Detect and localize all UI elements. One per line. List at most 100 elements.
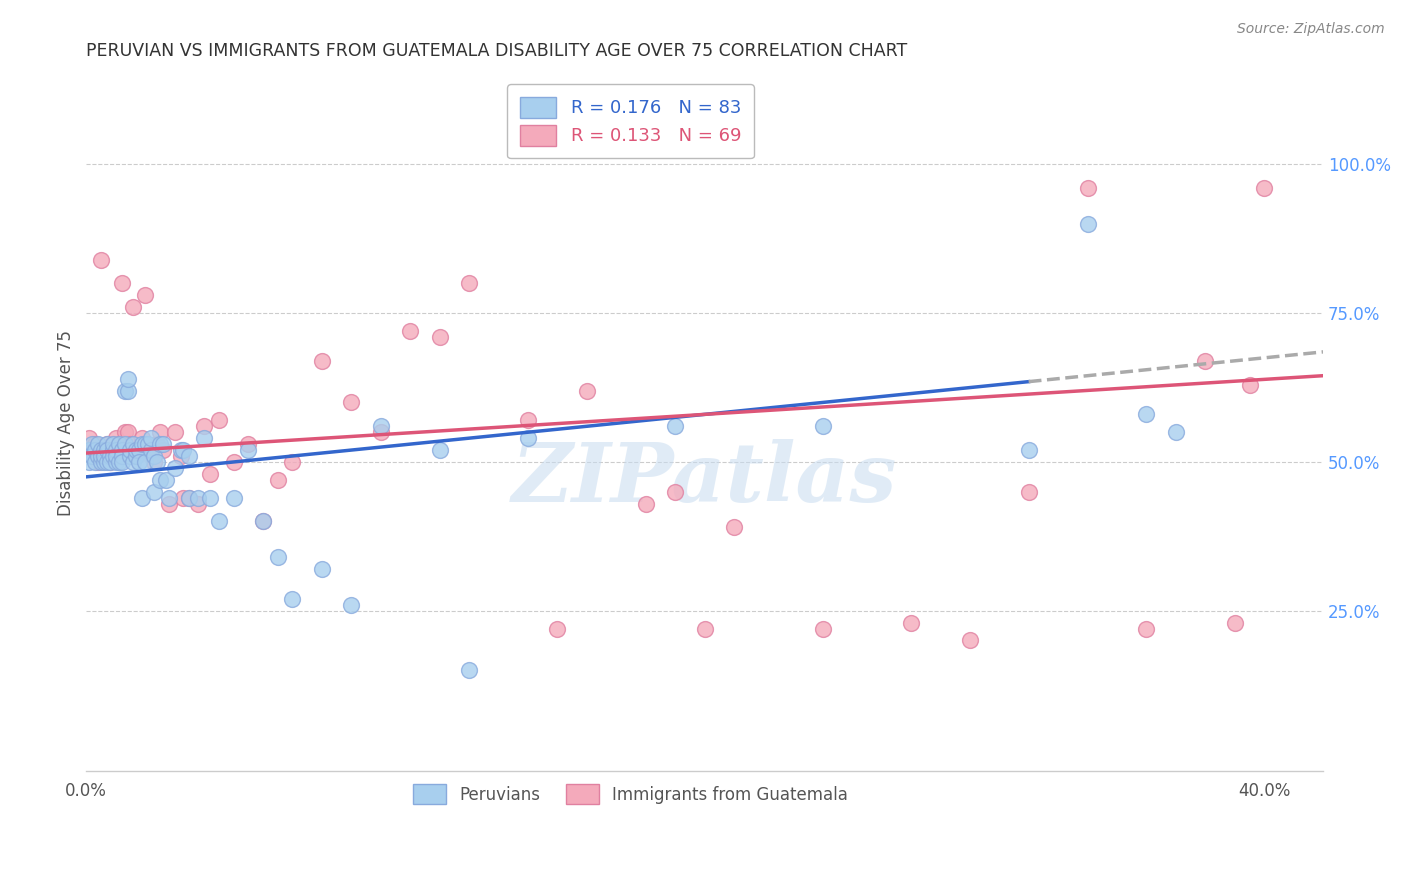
Point [198,491,221,505]
Point [139,449,162,463]
Point [104,455,127,469]
Point [1194,354,1216,368]
Point [122,437,145,451]
Point [96,455,118,469]
Point [131,491,153,505]
Point [198,467,221,481]
Point [149,425,172,440]
Point [179,491,201,505]
Point [1164,425,1187,440]
Point [114,437,136,451]
Point [723,520,745,534]
Point [143,449,166,463]
Point [136,437,159,451]
Legend: Peruvians, Immigrants from Guatemala: Peruvians, Immigrants from Guatemala [401,772,860,815]
Point [222,491,245,505]
Point [208,413,231,427]
Point [179,449,201,463]
Point [114,384,136,398]
Point [101,443,124,458]
Point [370,419,392,434]
Point [90,455,112,469]
Point [664,484,686,499]
Text: ZIPatlas: ZIPatlas [512,439,897,519]
Point [131,437,153,451]
Point [152,443,174,458]
Point [458,277,481,291]
Point [117,372,139,386]
Point [134,288,156,302]
Point [77,455,100,469]
Point [117,384,139,398]
Point [169,443,191,458]
Point [93,449,115,463]
Text: Source: ZipAtlas.com: Source: ZipAtlas.com [1237,22,1385,37]
Point [82,449,104,463]
Point [96,437,118,451]
Point [149,437,172,451]
Point [82,443,104,458]
Point [1018,443,1040,458]
Point [87,449,110,463]
Point [101,449,124,463]
Point [93,443,115,458]
Point [340,598,363,612]
Point [238,437,260,451]
Point [143,455,166,469]
Point [693,622,716,636]
Point [77,443,100,458]
Point [120,443,142,458]
Point [117,425,139,440]
Point [98,455,121,469]
Point [575,384,598,398]
Point [1135,408,1157,422]
Point [152,437,174,451]
Point [101,437,124,451]
Point [107,437,129,451]
Point [157,491,180,505]
Point [281,591,304,606]
Point [163,425,186,440]
Point [155,473,177,487]
Point [98,449,121,463]
Point [429,443,451,458]
Point [146,437,169,451]
Point [517,413,540,427]
Point [120,443,142,458]
Point [399,324,422,338]
Point [146,455,169,469]
Point [111,443,134,458]
Point [238,443,260,458]
Point [104,443,127,458]
Point [111,449,134,463]
Point [252,515,274,529]
Point [546,622,568,636]
Point [959,633,981,648]
Point [98,443,121,458]
Point [120,449,142,463]
Point [429,330,451,344]
Point [111,455,134,469]
Point [252,515,274,529]
Point [1077,217,1099,231]
Point [1223,615,1246,630]
Point [128,443,150,458]
Point [134,455,156,469]
Point [125,443,148,458]
Point [811,419,834,434]
Point [1135,622,1157,636]
Point [458,663,481,677]
Point [128,443,150,458]
Point [134,437,156,451]
Point [139,443,162,458]
Point [208,515,231,529]
Point [84,437,107,451]
Point [267,473,290,487]
Point [1077,181,1099,195]
Point [104,443,127,458]
Point [84,443,107,458]
Point [114,425,136,440]
Point [122,455,145,469]
Point [163,461,186,475]
Point [634,497,657,511]
